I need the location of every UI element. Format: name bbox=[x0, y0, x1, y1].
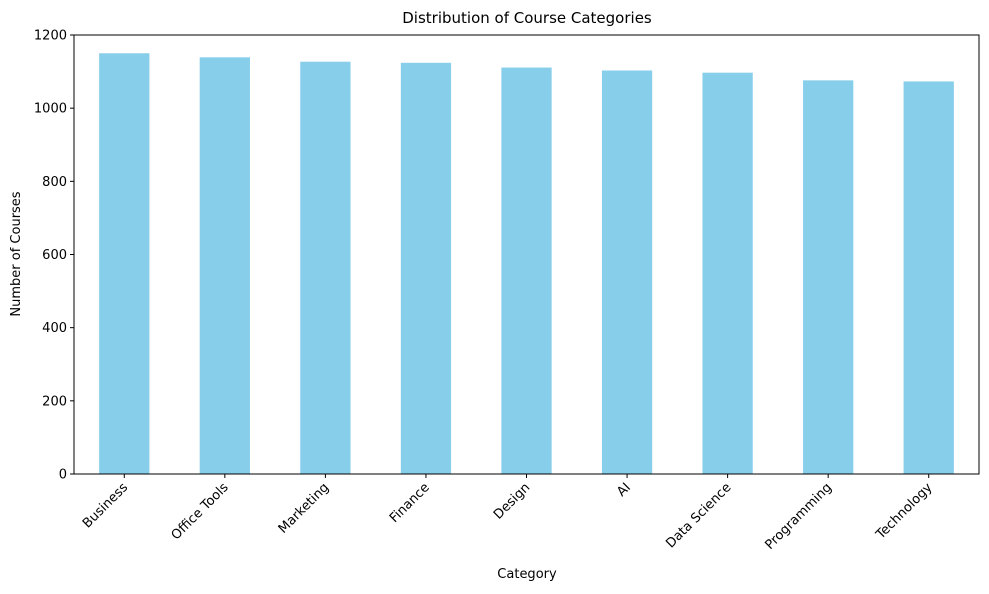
x-tick-label: AI bbox=[614, 480, 634, 500]
bar-programming bbox=[803, 80, 854, 474]
y-axis-ticks: 0 200 400 600 800 1000 1200 bbox=[34, 29, 74, 483]
y-tick-label: 600 bbox=[42, 248, 67, 263]
x-axis-label: Category bbox=[497, 567, 557, 582]
bar-marketing bbox=[300, 61, 351, 474]
x-tick-label: Technology bbox=[873, 480, 936, 543]
x-axis-ticks: Business Office Tools Marketing Finance Desi… bbox=[80, 474, 936, 553]
plot-frame bbox=[73, 34, 980, 475]
bars-layer bbox=[99, 53, 954, 475]
bar-design bbox=[501, 67, 552, 474]
x-tick-label: Office Tools bbox=[169, 480, 232, 543]
y-tick-label: 400 bbox=[42, 321, 67, 336]
y-tick-label: 800 bbox=[42, 175, 67, 190]
y-axis-label: Number of Courses bbox=[9, 191, 24, 316]
x-tick-label: Business bbox=[80, 480, 131, 531]
y-tick-label: 200 bbox=[42, 394, 67, 409]
x-tick-label: Programming bbox=[762, 480, 835, 553]
x-tick-label: Design bbox=[491, 480, 533, 522]
y-tick-label: 1000 bbox=[34, 102, 67, 117]
x-tick-label: Marketing bbox=[276, 480, 332, 536]
bar-finance bbox=[400, 62, 452, 474]
bar-office-tools bbox=[199, 57, 250, 475]
bar-technology bbox=[903, 81, 954, 475]
bar-business bbox=[99, 53, 150, 475]
bar-data-science bbox=[702, 72, 753, 474]
bar-ai bbox=[601, 70, 653, 474]
y-tick-label: 1200 bbox=[34, 29, 67, 44]
x-tick-label: Finance bbox=[387, 480, 433, 526]
chart-title: Distribution of Course Categories bbox=[402, 9, 652, 27]
x-tick-label: Data Science bbox=[663, 480, 734, 551]
y-tick-label: 0 bbox=[59, 468, 67, 483]
